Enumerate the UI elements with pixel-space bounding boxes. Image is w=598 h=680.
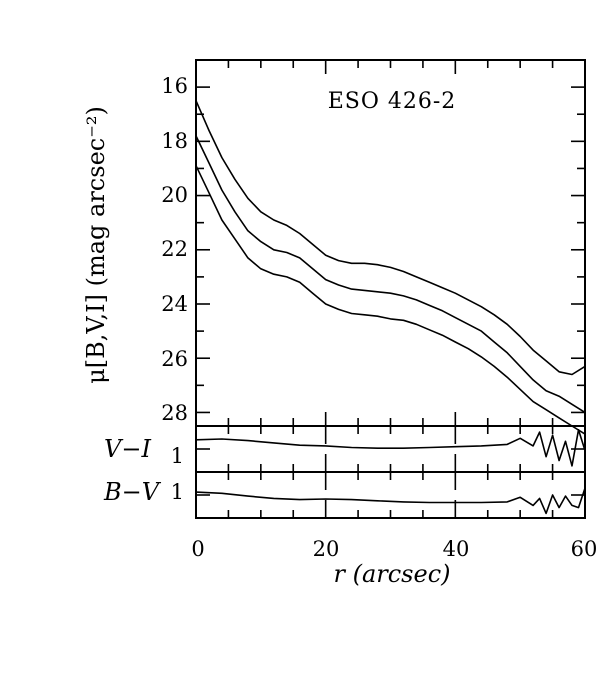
x-axis-title: r (arcsec) bbox=[333, 560, 450, 588]
panel-0-series-1-line bbox=[195, 135, 586, 414]
panel-0-series-2-line bbox=[195, 165, 586, 435]
x-tick-label-40: 40 bbox=[443, 537, 470, 561]
bv-panel-frame bbox=[195, 471, 586, 519]
y-tick-label-18: 18 bbox=[161, 129, 188, 153]
y-tick-label-22: 22 bbox=[161, 237, 188, 261]
bv-tick-label-1: 1 bbox=[171, 480, 184, 504]
y-tick-label-24: 24 bbox=[161, 292, 188, 316]
panel-1-series-0-line bbox=[195, 428, 586, 467]
vi-panel-label: V−I bbox=[104, 435, 151, 463]
panel-2-series-0-line bbox=[195, 487, 586, 515]
vi-tick-label-1: 1 bbox=[171, 444, 184, 468]
y-tick-label-20: 20 bbox=[161, 183, 188, 207]
y-tick-label-26: 26 bbox=[161, 347, 188, 371]
y-tick-label-16: 16 bbox=[161, 74, 188, 98]
panel-0-series-0-line bbox=[195, 100, 586, 376]
bv-panel-label: B−V bbox=[103, 478, 162, 506]
x-tick-label-0: 0 bbox=[191, 537, 204, 561]
galaxy-name-annotation: ESO 426-2 bbox=[328, 89, 457, 114]
main-panel-frame bbox=[195, 59, 586, 427]
x-tick-label-60: 60 bbox=[571, 537, 598, 561]
y-tick-label-28: 28 bbox=[161, 401, 188, 425]
data-curves bbox=[195, 100, 586, 515]
tick-marks bbox=[195, 59, 586, 518]
main-y-axis-title: μ[B,V,I] (mag arcsec⁻²) bbox=[82, 106, 110, 384]
x-tick-label-20: 20 bbox=[313, 537, 340, 561]
